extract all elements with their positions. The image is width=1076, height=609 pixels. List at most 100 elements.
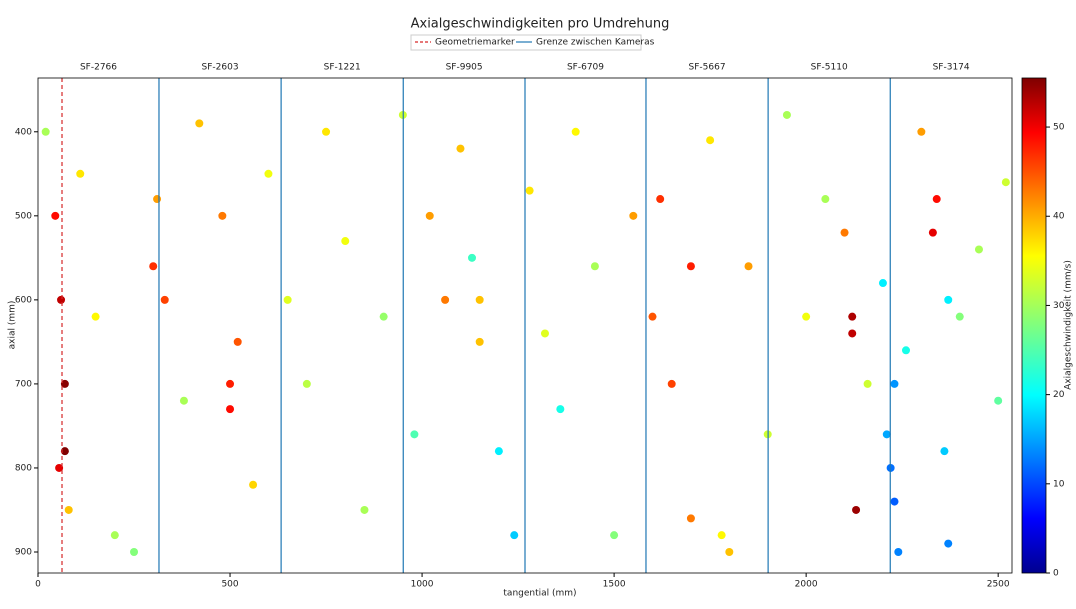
point xyxy=(974,245,983,254)
point xyxy=(848,312,857,321)
camera-label: SF-5110 xyxy=(811,63,848,73)
colorbar-tick-label: 0 xyxy=(1053,569,1059,579)
y-tick-label: 500 xyxy=(15,211,32,221)
point xyxy=(153,195,162,204)
colorbar-tick-label: 30 xyxy=(1053,301,1065,311)
point xyxy=(226,405,235,414)
point xyxy=(494,447,503,456)
point xyxy=(863,379,872,388)
point xyxy=(717,531,726,540)
point xyxy=(360,505,369,514)
y-axis-label: axial (mm) xyxy=(8,301,18,350)
point xyxy=(264,169,273,178)
camera-label: SF-6709 xyxy=(567,63,604,73)
point xyxy=(510,531,519,540)
point xyxy=(379,312,388,321)
point xyxy=(226,379,235,388)
point xyxy=(744,262,753,271)
point xyxy=(940,447,949,456)
point xyxy=(802,312,811,321)
point xyxy=(917,127,926,136)
point xyxy=(648,312,657,321)
point xyxy=(848,329,857,338)
point xyxy=(456,144,465,153)
point xyxy=(540,329,549,338)
point xyxy=(932,195,941,204)
point xyxy=(60,379,69,388)
point xyxy=(571,127,580,136)
point xyxy=(725,547,734,556)
point xyxy=(76,169,85,178)
colorbar-tick-label: 50 xyxy=(1053,123,1065,133)
point xyxy=(475,337,484,346)
point xyxy=(179,396,188,405)
x-tick-label: 1000 xyxy=(411,580,434,590)
point xyxy=(878,279,887,288)
point xyxy=(249,480,258,489)
colorbar-tick-label: 20 xyxy=(1053,390,1065,400)
point xyxy=(64,505,73,514)
y-tick-label: 600 xyxy=(15,295,32,305)
point xyxy=(821,195,830,204)
point xyxy=(51,211,60,220)
point xyxy=(91,312,100,321)
point xyxy=(1001,178,1010,187)
point xyxy=(686,514,695,523)
legend-label: Geometriemarker xyxy=(435,38,515,48)
point xyxy=(149,262,158,271)
camera-label: SF-5667 xyxy=(689,63,726,73)
point xyxy=(629,211,638,220)
point xyxy=(894,547,903,556)
camera-label: SF-2766 xyxy=(80,63,117,73)
x-tick-label: 1500 xyxy=(603,580,626,590)
point xyxy=(667,379,676,388)
point xyxy=(890,379,899,388)
x-tick-label: 2500 xyxy=(987,580,1010,590)
colorbar-tick-label: 40 xyxy=(1053,212,1065,222)
point xyxy=(686,262,695,271)
camera-label: SF-3174 xyxy=(933,63,970,73)
point xyxy=(55,463,64,472)
point xyxy=(525,186,534,195)
point xyxy=(283,295,292,304)
x-tick-label: 500 xyxy=(221,580,238,590)
point xyxy=(840,228,849,237)
camera-label: SF-2603 xyxy=(202,63,239,73)
colorbar xyxy=(1021,77,1047,574)
point xyxy=(890,497,899,506)
point xyxy=(706,136,715,145)
point xyxy=(467,253,476,262)
point xyxy=(218,211,227,220)
point xyxy=(322,127,331,136)
x-axis-label: tangential (mm) xyxy=(503,589,576,599)
point xyxy=(410,430,419,439)
point xyxy=(425,211,434,220)
point xyxy=(160,295,169,304)
point xyxy=(610,531,619,540)
point xyxy=(590,262,599,271)
y-tick-label: 900 xyxy=(15,547,32,557)
point xyxy=(944,295,953,304)
point xyxy=(57,295,66,304)
point xyxy=(60,447,69,456)
camera-label: SF-1221 xyxy=(324,63,361,73)
point xyxy=(233,337,242,346)
point xyxy=(110,531,119,540)
point xyxy=(852,505,861,514)
point xyxy=(302,379,311,388)
point xyxy=(656,195,665,204)
y-tick-label: 700 xyxy=(15,379,32,389)
point xyxy=(441,295,450,304)
point xyxy=(994,396,1003,405)
point xyxy=(195,119,204,128)
x-tick-label: 2000 xyxy=(795,580,818,590)
camera-label: SF-9905 xyxy=(446,63,483,73)
legend-label: Grenze zwischen Kameras xyxy=(536,38,655,48)
colorbar-tick-label: 10 xyxy=(1053,479,1065,489)
point xyxy=(928,228,937,237)
plot-frame xyxy=(37,77,1013,574)
x-tick-label: 0 xyxy=(35,580,41,590)
colorbar-label: Axialgeschwindigkeit (mm/s) xyxy=(1064,260,1074,390)
point xyxy=(955,312,964,321)
